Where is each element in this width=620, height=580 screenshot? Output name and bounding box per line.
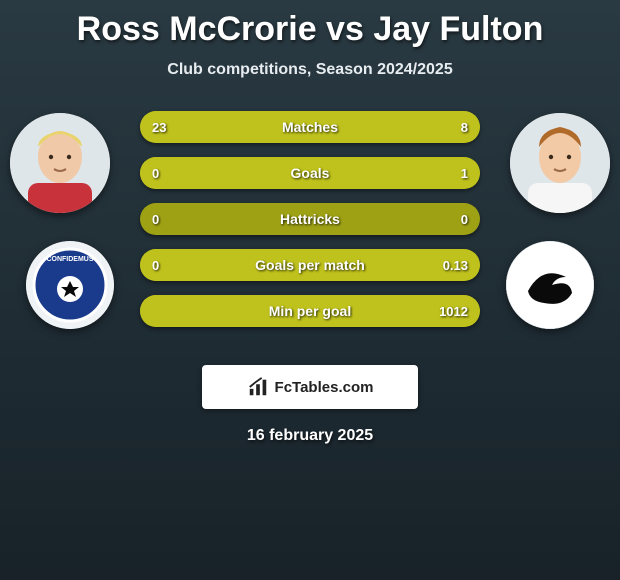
chart-icon xyxy=(247,376,269,398)
page-title: Ross McCrorie vs Jay Fulton xyxy=(0,0,620,49)
stat-bars: 23 Matches 8 0 Goals 1 0 Hattricks 0 0 Goals per m… xyxy=(140,111,480,341)
stat-right-value: 1 xyxy=(461,166,468,181)
player2-avatar-svg xyxy=(510,113,610,213)
stat-bar: 0 Hattricks 0 xyxy=(140,203,480,235)
player1-avatar-svg xyxy=(10,113,110,213)
stat-right-value: 8 xyxy=(461,120,468,135)
stat-label: Goals per match xyxy=(255,257,365,273)
stat-label: Hattricks xyxy=(280,211,340,227)
stat-bar: 0 Goals per match 0.13 xyxy=(140,249,480,281)
player2-club-badge xyxy=(506,241,594,329)
stat-fill-left xyxy=(140,111,392,143)
comparison-card: Ross McCrorie vs Jay Fulton Club competi… xyxy=(0,0,620,580)
stat-bar: 0 Goals 1 xyxy=(140,157,480,189)
stat-left-value: 0 xyxy=(152,258,159,273)
stat-label: Matches xyxy=(282,119,338,135)
stat-label: Goals xyxy=(291,165,330,181)
brand-badge: FcTables.com xyxy=(202,365,418,409)
stat-right-value: 0.13 xyxy=(443,258,468,273)
stat-label: Min per goal xyxy=(269,303,351,319)
club1-svg: CONFIDEMUS xyxy=(26,241,114,329)
player1-club-badge: CONFIDEMUS xyxy=(26,241,114,329)
stat-left-value: 0 xyxy=(152,166,159,181)
date-text: 16 february 2025 xyxy=(0,427,620,445)
subtitle: Club competitions, Season 2024/2025 xyxy=(0,61,620,79)
player2-avatar xyxy=(510,113,610,213)
stat-right-value: 0 xyxy=(461,212,468,227)
svg-text:CONFIDEMUS: CONFIDEMUS xyxy=(46,256,93,263)
brand-text: FcTables.com xyxy=(275,379,374,396)
stat-bar: Min per goal 1012 xyxy=(140,295,480,327)
stat-bar: 23 Matches 8 xyxy=(140,111,480,143)
player1-avatar xyxy=(10,113,110,213)
stat-left-value: 0 xyxy=(152,212,159,227)
comparison-arena: CONFIDEMUS 23Matches80Goals10Hattricks00… xyxy=(0,101,620,351)
stat-right-value: 1012 xyxy=(439,304,468,319)
stat-left-value: 23 xyxy=(152,120,166,135)
club2-svg xyxy=(506,241,594,329)
